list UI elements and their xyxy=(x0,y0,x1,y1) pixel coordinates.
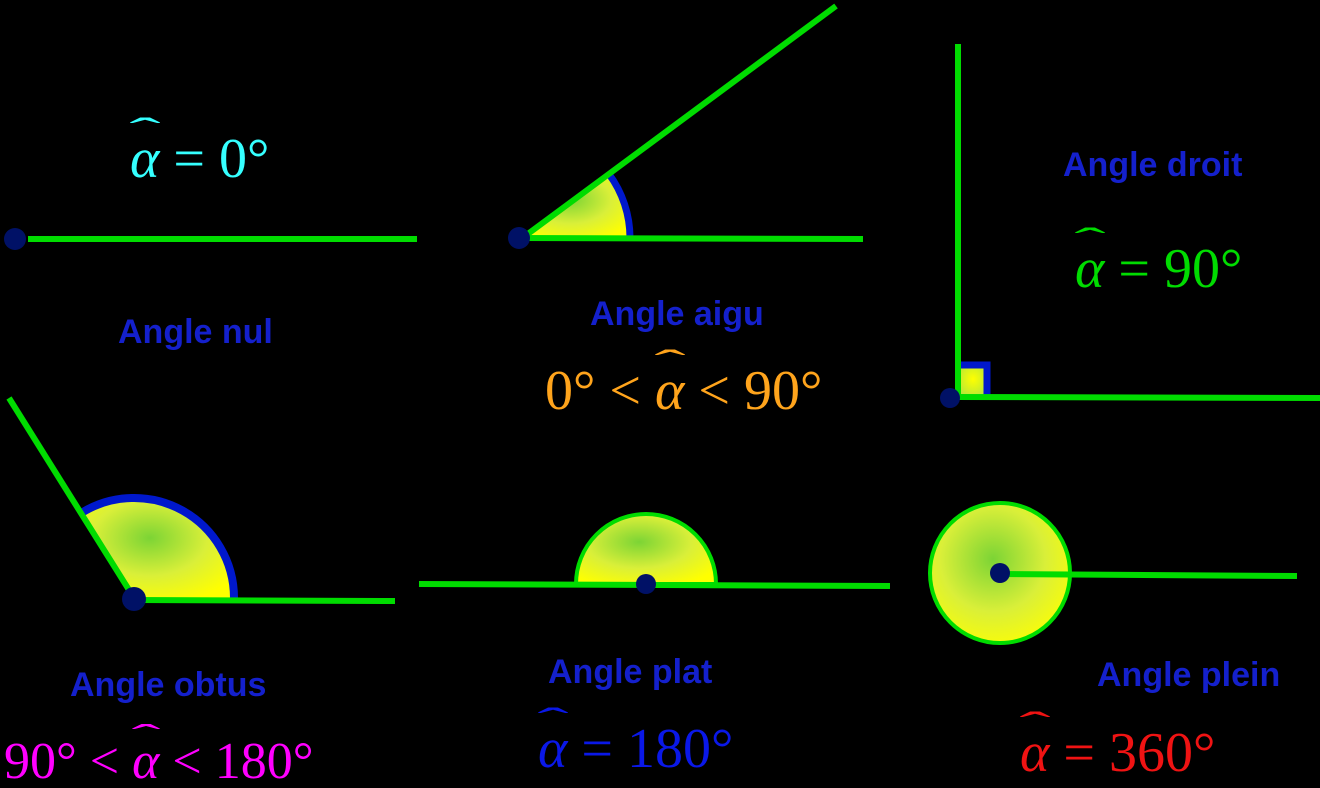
angle-aigu-arc xyxy=(605,171,634,239)
angle-obtus-vertex-dot xyxy=(122,587,146,611)
angle-nul-vertex-dot xyxy=(4,228,26,250)
formula-pre: 90° < xyxy=(4,733,133,788)
formula-post: < 180° xyxy=(159,733,314,788)
circumflex-hat-icon: ˆ xyxy=(1074,220,1106,261)
alpha-char: α xyxy=(132,733,160,788)
formula-post: = 90° xyxy=(1104,238,1243,300)
alpha-char: α xyxy=(654,360,685,422)
angle-droit-vertex-dot xyxy=(940,388,960,408)
alpha-char: α xyxy=(1075,238,1105,300)
formula-post: < 90° xyxy=(684,360,823,422)
angle-aigu-title: Angle aigu xyxy=(590,295,764,333)
circumflex-hat-icon: ˆ xyxy=(537,700,569,741)
angle-obtus-title: Angle obtus xyxy=(70,666,267,704)
angle-droit-title: Angle droit xyxy=(1063,146,1243,184)
alpha-char: α xyxy=(130,128,160,190)
circumflex-hat-icon: ˆ xyxy=(129,110,161,151)
angle-obtus-ray-horizontal xyxy=(133,597,396,604)
angle-plein-ray xyxy=(999,571,1298,579)
circumflex-hat-icon: ˆ xyxy=(1019,704,1051,745)
formula-pre: 0° < xyxy=(545,360,655,422)
alpha-char: α xyxy=(538,718,568,780)
angle-aigu-ray-oblique xyxy=(519,3,838,242)
angle-plein-vertex-dot xyxy=(990,563,1010,583)
circumflex-hat-icon: ˆ xyxy=(131,717,161,756)
angle-aigu-ray-horizontal xyxy=(518,235,864,242)
angle-plat-semicircle xyxy=(573,512,719,586)
angle-plat-title: Angle plat xyxy=(548,653,713,691)
formula-post: = 0° xyxy=(159,128,270,190)
angle-droit-ray-horizontal xyxy=(955,394,1320,401)
formula-post: = 180° xyxy=(567,718,734,780)
angle-obtus-ray-oblique xyxy=(6,396,137,600)
angle-nul-title: Angle nul xyxy=(118,313,273,351)
circumflex-hat-icon: ˆ xyxy=(654,342,686,383)
angle-plein-title: Angle plein xyxy=(1097,656,1281,694)
angle-obtus-arc xyxy=(78,494,238,599)
angle-aigu-vertex-dot xyxy=(508,227,530,249)
alpha-char: α xyxy=(1020,722,1050,784)
angle-droit-square-border xyxy=(955,361,991,399)
formula-post: = 360° xyxy=(1049,722,1216,784)
angle-plat-vertex-dot xyxy=(636,574,656,594)
